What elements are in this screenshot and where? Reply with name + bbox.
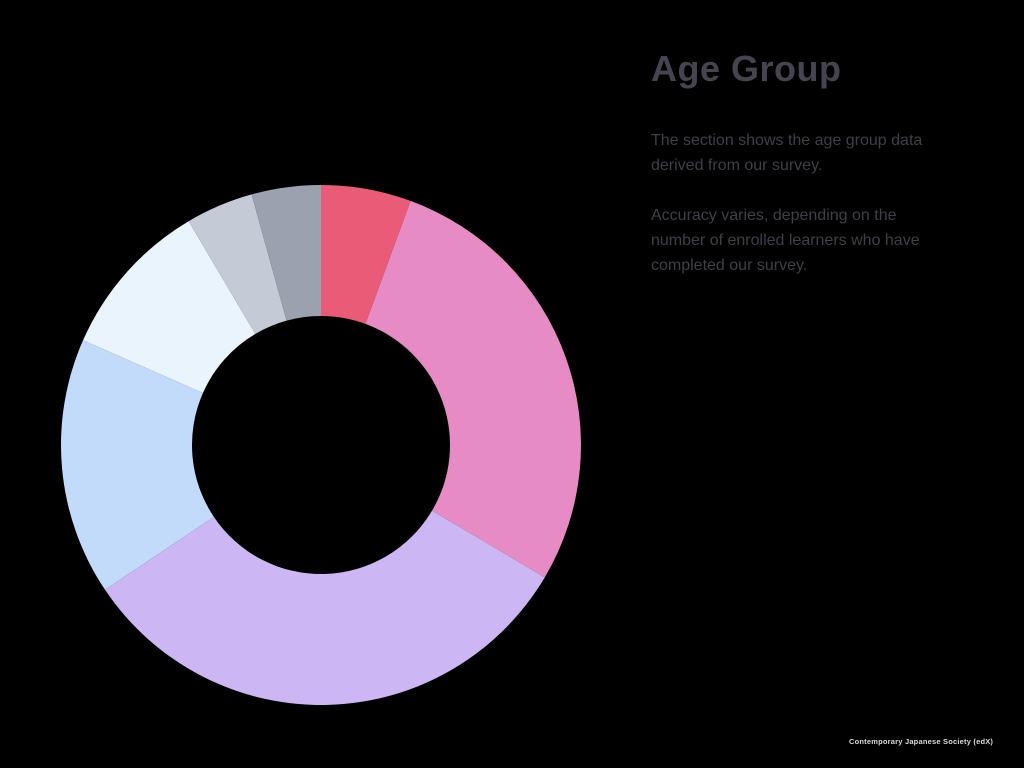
description-line: number of enrolled learners who have [651, 232, 920, 249]
donut-segment-1 [321, 185, 411, 324]
text-panel: Age Group The section shows the age grou… [651, 48, 981, 303]
description-line: derived from our survey. [651, 157, 823, 174]
description-line: Accuracy varies, depending on the [651, 207, 897, 224]
donut-segment-7 [251, 185, 321, 321]
description-paragraph-2: Accuracy varies, depending on the number… [651, 203, 981, 278]
donut-segment-2 [365, 200, 581, 578]
donut-segment-4 [61, 340, 214, 590]
description-paragraph-1: The section shows the age group data der… [651, 128, 981, 178]
description-line: The section shows the age group data [651, 132, 923, 149]
donut-segment-3 [105, 510, 545, 705]
donut-segment-6 [188, 194, 287, 334]
donut-segment-5 [83, 221, 256, 394]
page-title: Age Group [651, 48, 842, 89]
description-line: completed our survey. [651, 257, 808, 274]
attribution-label: Contemporary Japanese Society (edX) [849, 737, 994, 746]
